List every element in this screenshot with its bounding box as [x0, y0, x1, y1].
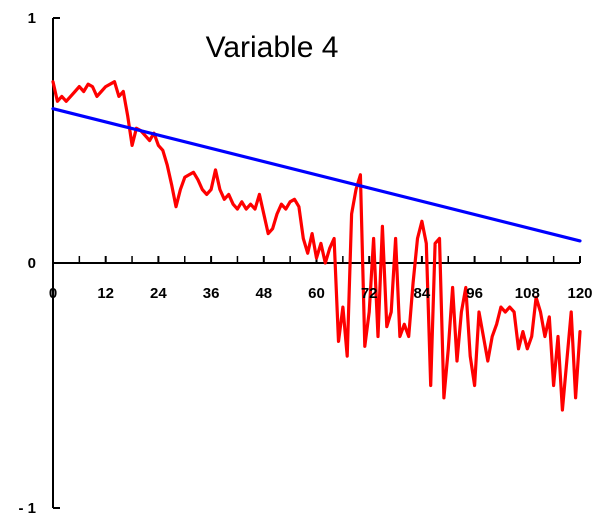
- x-tick-label: 48: [255, 285, 272, 302]
- chart-axes: [52, 17, 581, 509]
- chart-title: Variable 4: [206, 31, 339, 64]
- chart-labels: 1 0 - 1 0 12 24 36 48 60 72 84 96 108 120: [18, 10, 592, 517]
- x-tick-label: 120: [567, 285, 592, 302]
- x-tick-label: 72: [361, 285, 378, 302]
- x-tick-label: 0: [49, 285, 57, 302]
- x-tick-label: 36: [203, 285, 220, 302]
- x-tick-label: 12: [97, 285, 114, 302]
- x-tick-label: 84: [414, 285, 431, 302]
- x-tick-label: 108: [515, 285, 540, 302]
- y-tick-label: 0: [28, 255, 36, 272]
- chart-series: [51, 80, 582, 412]
- y-tick-label: - 1: [18, 500, 36, 517]
- x-tick-label: 96: [466, 285, 483, 302]
- x-tick-label: 24: [150, 285, 167, 302]
- x-tick-label: 60: [308, 285, 325, 302]
- series-line-blue: [51, 107, 582, 243]
- y-tick-label: 1: [28, 10, 36, 27]
- series-line-red: [51, 80, 582, 412]
